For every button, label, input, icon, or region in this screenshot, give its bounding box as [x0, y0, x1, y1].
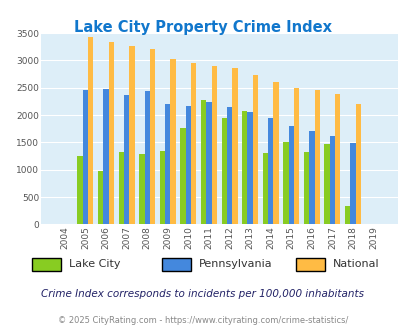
Bar	[288, 126, 293, 224]
Bar	[241, 111, 247, 224]
Bar	[303, 152, 309, 224]
Bar	[185, 106, 191, 224]
Bar	[350, 143, 355, 224]
Bar	[109, 42, 114, 224]
Bar	[77, 156, 83, 224]
Bar	[293, 88, 298, 224]
Bar	[98, 171, 103, 224]
Bar	[206, 102, 211, 224]
Bar	[355, 104, 360, 224]
Bar	[103, 89, 109, 224]
Bar	[247, 112, 252, 224]
Bar	[165, 104, 170, 224]
Bar	[149, 49, 155, 224]
Bar	[252, 75, 258, 224]
Bar	[267, 118, 273, 224]
Bar	[129, 46, 134, 224]
Text: National: National	[332, 259, 379, 269]
Bar	[180, 128, 185, 224]
Bar	[283, 142, 288, 224]
Bar	[139, 154, 144, 224]
Bar	[118, 152, 124, 224]
Bar	[334, 94, 340, 224]
Bar	[273, 82, 278, 224]
Bar	[314, 90, 319, 224]
Bar	[232, 68, 237, 224]
Bar	[144, 91, 149, 224]
Bar	[83, 90, 88, 224]
Text: Lake City: Lake City	[69, 259, 120, 269]
Bar	[324, 144, 329, 224]
Text: Pennsylvania: Pennsylvania	[198, 259, 272, 269]
Bar	[309, 131, 314, 224]
Bar	[329, 136, 334, 224]
Bar	[88, 37, 93, 224]
Bar	[124, 95, 129, 224]
Bar	[211, 66, 216, 224]
Text: Crime Index corresponds to incidents per 100,000 inhabitants: Crime Index corresponds to incidents per…	[41, 289, 364, 299]
Bar	[221, 118, 226, 224]
Bar	[262, 153, 267, 224]
Text: © 2025 CityRating.com - https://www.cityrating.com/crime-statistics/: © 2025 CityRating.com - https://www.city…	[58, 315, 347, 325]
Bar	[159, 150, 165, 224]
Bar	[170, 59, 175, 224]
Bar	[191, 63, 196, 224]
Text: Lake City Property Crime Index: Lake City Property Crime Index	[74, 20, 331, 35]
Bar	[200, 100, 206, 224]
Bar	[344, 206, 350, 224]
Bar	[226, 107, 232, 224]
